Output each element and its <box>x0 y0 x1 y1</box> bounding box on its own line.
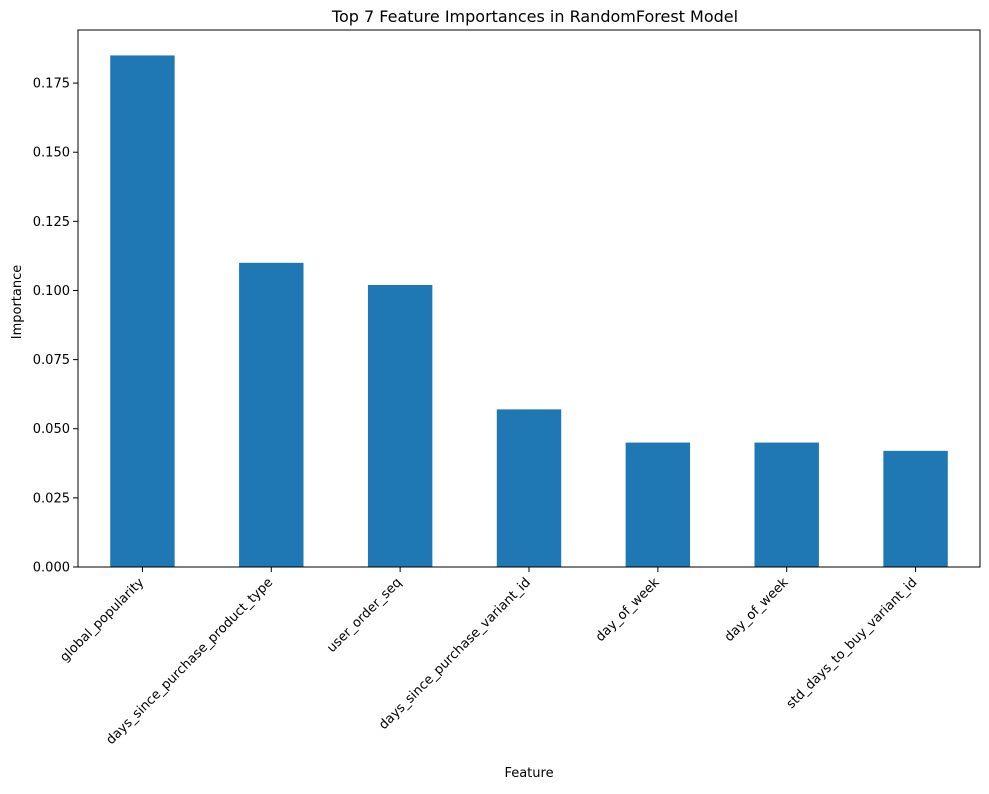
y-axis-label: Importance <box>10 265 25 340</box>
y-tick-label-4: 0.075 <box>33 353 70 368</box>
bar-4 <box>496 409 562 567</box>
y-tick-label-1: 0.000 <box>33 561 70 576</box>
bar-3 <box>367 284 433 567</box>
x-tick-label-4: days_since_purchase_variant_id <box>376 575 534 733</box>
y-axis: 0.000 0.025 0.050 0.075 0.100 0.125 0.150 0.175 <box>33 77 78 576</box>
bar-5 <box>625 442 691 567</box>
y-tick-label-2: 0.025 <box>33 491 70 506</box>
bar-7 <box>883 450 948 567</box>
bar-1 <box>110 55 175 567</box>
y-tick-label-8: 0.175 <box>33 77 70 92</box>
x-axis-label: Feature <box>504 766 553 781</box>
bars-layer <box>110 55 948 567</box>
bar-6 <box>754 442 819 567</box>
x-tick-label-1: global_popularity <box>57 575 147 665</box>
y-tick-label-6: 0.125 <box>33 215 70 230</box>
bar-2 <box>239 262 304 567</box>
x-tick-label-5: day_of_week <box>593 575 663 645</box>
y-tick-label-3: 0.050 <box>33 422 70 437</box>
x-tick-label-6: day_of_week <box>722 575 792 645</box>
x-tick-label-3: user_order_seq <box>324 575 405 656</box>
plot-frame <box>77 29 981 568</box>
x-axis: global_popularitydays_since_purchase_pro… <box>57 567 920 748</box>
x-tick-label-7: std_days_to_buy_variant_id <box>784 575 921 712</box>
y-tick-label-7: 0.150 <box>33 146 70 161</box>
y-tick-label-5: 0.100 <box>33 284 70 299</box>
chart-title: Top 7 Feature Importances in RandomFores… <box>331 7 738 26</box>
